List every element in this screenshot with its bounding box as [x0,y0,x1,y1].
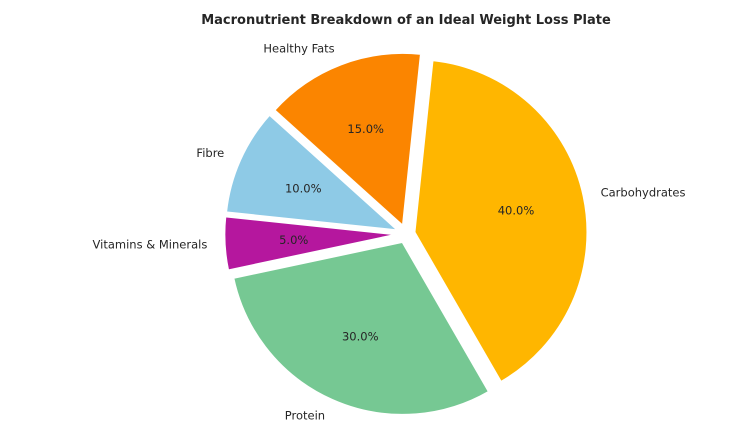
percent-label-fibre: 10.0% [285,181,322,195]
pie-slice-protein [232,240,491,416]
pie-slice-fibre [224,113,402,232]
pie-slice-healthy-fats [272,51,423,228]
percent-label-healthy-fats: 15.0% [347,122,384,136]
percent-label-carbohydrates: 40.0% [498,204,535,218]
category-label-vitamins-and-minerals: Vitamins & Minerals [93,237,208,251]
category-label-healthy-fats: Healthy Fats [263,41,334,55]
category-label-fibre: Fibre [196,146,224,160]
chart-title: Macronutrient Breakdown of an Ideal Weig… [201,13,611,28]
percent-label-vitamins-and-minerals: 5.0% [279,233,308,247]
pie-slice-carbohydrates [413,59,589,384]
pie-slice-vitamins-and-minerals [223,215,398,272]
percent-label-protein: 30.0% [342,330,379,344]
category-label-protein: Protein [285,409,325,423]
category-label-carbohydrates: Carbohydrates [601,186,686,200]
